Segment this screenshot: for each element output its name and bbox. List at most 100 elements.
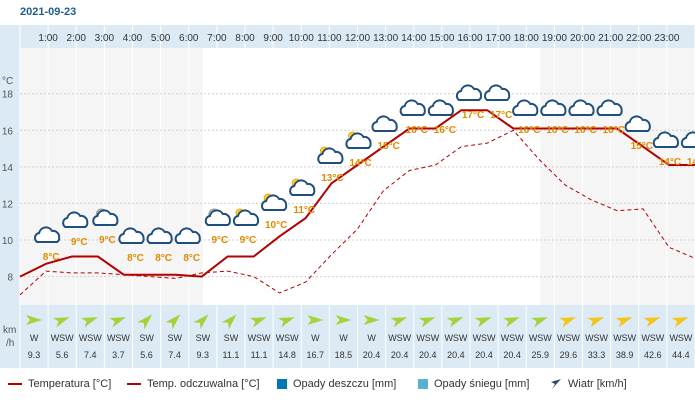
- cloud-icon: [289, 179, 316, 196]
- cloud-icon: [568, 99, 595, 116]
- cloud-icon: [540, 99, 567, 116]
- temperature-label: 17°C: [490, 110, 512, 121]
- wind-direction: WSW: [641, 333, 664, 343]
- wind-direction: WSW: [107, 333, 130, 343]
- wind-direction: WSW: [79, 333, 102, 343]
- wind-direction: WSW: [444, 333, 467, 343]
- legend-temperature: Temperatura [°C]: [8, 378, 111, 390]
- hour-label: 13:00: [373, 33, 398, 44]
- temperature-label: 8°C: [183, 253, 200, 264]
- wind-arrow-icon: [474, 317, 492, 328]
- hour-label: 15:00: [429, 33, 454, 44]
- wind-direction: W: [339, 333, 348, 343]
- cloud-icon: [174, 227, 201, 244]
- wind-speed: 7.4: [168, 350, 181, 360]
- feels-like-swatch: [127, 383, 141, 385]
- hour-label: 7:00: [207, 33, 227, 44]
- temperature-swatch: [8, 383, 22, 385]
- date-title: 2021-09-23: [20, 6, 76, 18]
- y-tick-label: 16: [2, 126, 14, 137]
- wind-arrow-icon: [109, 317, 126, 328]
- hour-label: 8:00: [235, 33, 255, 44]
- temperature-label: 16°C: [518, 125, 540, 136]
- hour-label: 1:00: [38, 33, 58, 44]
- wind-speed: 20.4: [419, 350, 437, 360]
- hour-label: 18:00: [514, 33, 539, 44]
- wind-arrow-icon: [363, 315, 380, 325]
- wind-arrow-icon: [307, 315, 324, 325]
- temperature-label: 16°C: [546, 125, 568, 136]
- wind-speed: 9.3: [28, 350, 41, 360]
- wind-speed: 42.6: [644, 350, 662, 360]
- cloud-icon: [345, 132, 372, 149]
- hour-label: 10:00: [289, 33, 314, 44]
- temperature-label: 9°C: [99, 235, 116, 246]
- snow-swatch: [418, 379, 428, 389]
- wind-direction: WSW: [248, 333, 271, 343]
- temperature-label: 8°C: [127, 253, 144, 264]
- cloud-icon: [261, 194, 288, 211]
- wind-direction: WSW: [416, 333, 439, 343]
- temperature-label: 16°C: [574, 125, 596, 136]
- cloud-icon: [317, 147, 344, 164]
- wind-arrow-icon: [277, 317, 295, 328]
- wind-unit-label: /h: [6, 338, 14, 349]
- temperature-label: 14°C: [349, 158, 371, 169]
- temperature-label: 9°C: [211, 235, 228, 246]
- wind-arrow-icon: [249, 317, 267, 328]
- temperature-label: 15°C: [631, 141, 653, 152]
- hour-label: 22:00: [626, 33, 651, 44]
- wind-arrow-icon: [587, 317, 605, 328]
- wind-speed: 20.4: [503, 350, 521, 360]
- wind-arrow-icon: [446, 317, 464, 328]
- legend: Temperatura [°C] Temp. odczuwalna [°C] O…: [0, 372, 695, 400]
- wind-direction: W: [367, 333, 376, 343]
- wind-speed: 25.9: [532, 350, 550, 360]
- cloud-icon: [92, 209, 119, 226]
- wind-direction: SW: [139, 333, 154, 343]
- wind-speed: 3.7: [112, 350, 125, 360]
- hour-label: 16:00: [457, 33, 482, 44]
- wind-direction: WSW: [388, 333, 411, 343]
- cloud-icon: [596, 99, 623, 116]
- legend-feels-like: Temp. odczuwalna [°C]: [127, 378, 260, 390]
- wind-speed: 38.9: [616, 350, 634, 360]
- wind-arrow-icon: [193, 314, 209, 330]
- cloud-icon: [371, 115, 398, 132]
- wind-speed: 33.3: [588, 350, 606, 360]
- hour-label: 21:00: [598, 33, 623, 44]
- hour-label: 9:00: [263, 33, 283, 44]
- cloud-icon: [232, 209, 260, 226]
- legend-snow-label: Opady śniegu [mm]: [434, 378, 530, 390]
- hour-label: 20:00: [570, 33, 595, 44]
- hour-label: 4:00: [123, 33, 143, 44]
- hour-label: 2:00: [67, 33, 87, 44]
- hour-label: 3:00: [95, 33, 115, 44]
- wind-direction: WSW: [473, 333, 496, 343]
- cloud-icon: [204, 209, 231, 226]
- wind-direction: W: [311, 333, 320, 343]
- cloud-icon: [118, 227, 145, 244]
- legend-temperature-label: Temperatura [°C]: [28, 378, 112, 390]
- cloud-icon: [652, 131, 679, 148]
- wind-direction: WSW: [51, 333, 74, 343]
- temperature-label: 8°C: [43, 252, 60, 263]
- wind-speed: 18.5: [335, 350, 353, 360]
- hour-label: 19:00: [542, 33, 567, 44]
- wind-speed: 29.6: [560, 350, 578, 360]
- wind-arrow-icon: [165, 314, 181, 330]
- wind-speed: 20.4: [447, 350, 465, 360]
- wind-arrow-icon: [559, 317, 576, 328]
- temperature-label: 14°C: [687, 157, 695, 168]
- legend-wind: Wiatr [km/h]: [550, 378, 627, 390]
- cloud-icon: [512, 99, 539, 116]
- wind-direction: WSW: [613, 333, 636, 343]
- wind-arrow-icon: [643, 317, 661, 328]
- wind-unit-label: km: [3, 325, 16, 336]
- hour-label: 6:00: [179, 33, 199, 44]
- y-tick-label: 10: [2, 236, 14, 247]
- hour-label: 11:00: [317, 33, 342, 44]
- wind-direction: SW: [224, 333, 239, 343]
- legend-feels-like-label: Temp. odczuwalna [°C]: [147, 378, 260, 390]
- cloud-icon: [484, 84, 511, 101]
